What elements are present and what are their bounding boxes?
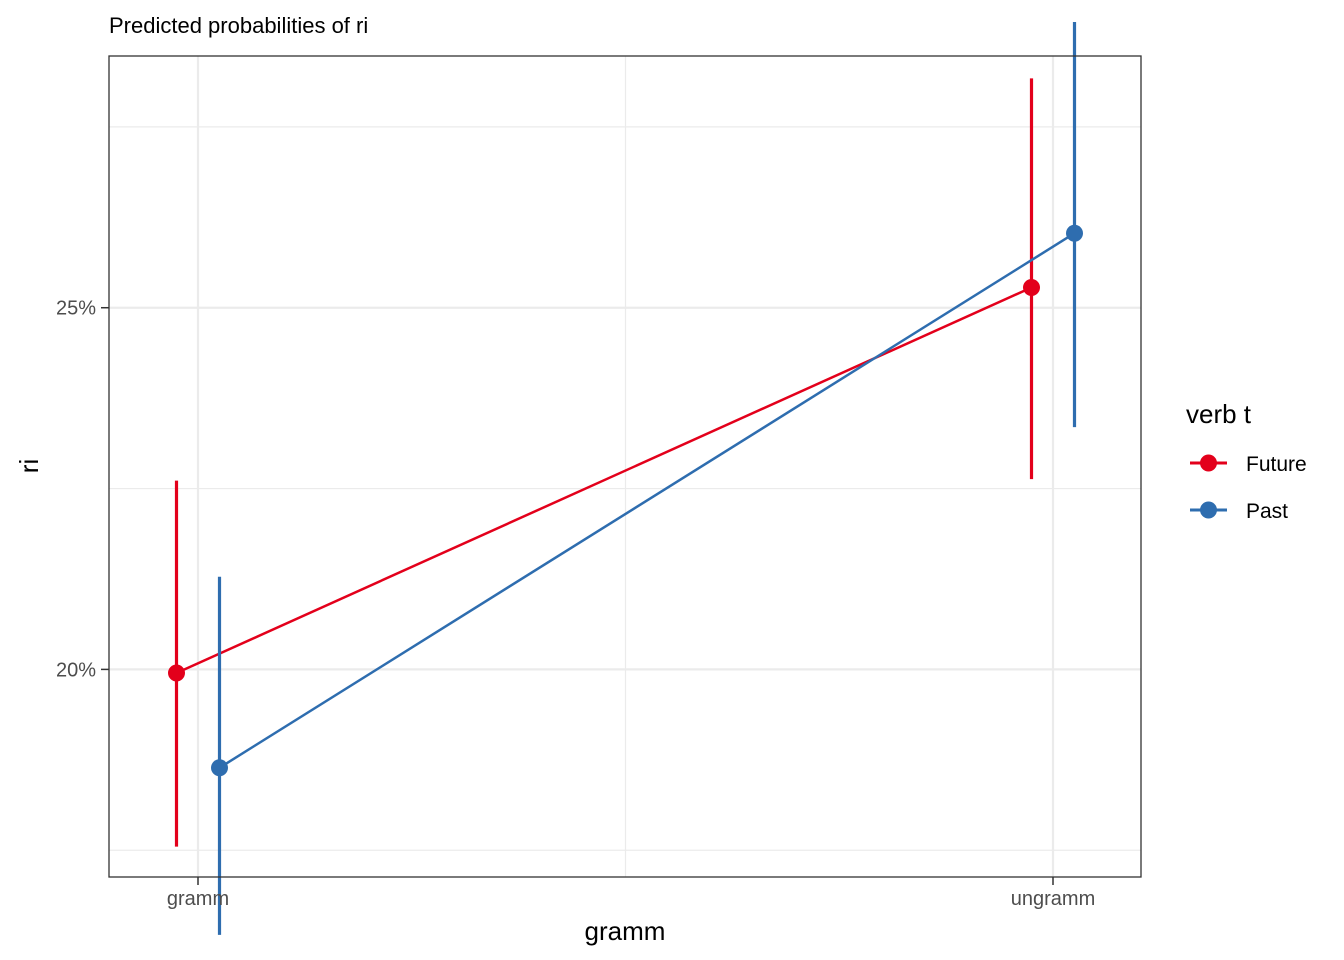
legend-key-point [1200, 501, 1217, 519]
legend-title: verb t [1186, 399, 1252, 429]
data-point-past [1066, 224, 1083, 242]
x-tick-label: ungramm [1011, 888, 1095, 910]
axes: 20% 25% gramm ungramm [56, 298, 1095, 910]
y-axis-label: ri [14, 459, 44, 473]
data-point-future [168, 664, 185, 682]
data-point-past [211, 759, 228, 777]
x-axis-label: gramm [585, 916, 666, 946]
x-tick-label: gramm [167, 888, 229, 910]
panel-border [108, 55, 1142, 878]
chart-title: Predicted probabilities of ri [109, 13, 368, 38]
legend-label-future: Future [1246, 453, 1307, 476]
y-tick-label: 20% [56, 659, 96, 681]
grid [109, 56, 1141, 877]
series-layer [168, 22, 1083, 935]
legend-key-point [1200, 454, 1217, 472]
series-line-past [218, 232, 1076, 769]
data-point-future [1023, 278, 1040, 296]
y-tick-label: 25% [56, 298, 96, 320]
series-line-future [175, 286, 1033, 675]
legend: verb t Future Past [1186, 399, 1307, 523]
legend-label-past: Past [1246, 500, 1288, 523]
